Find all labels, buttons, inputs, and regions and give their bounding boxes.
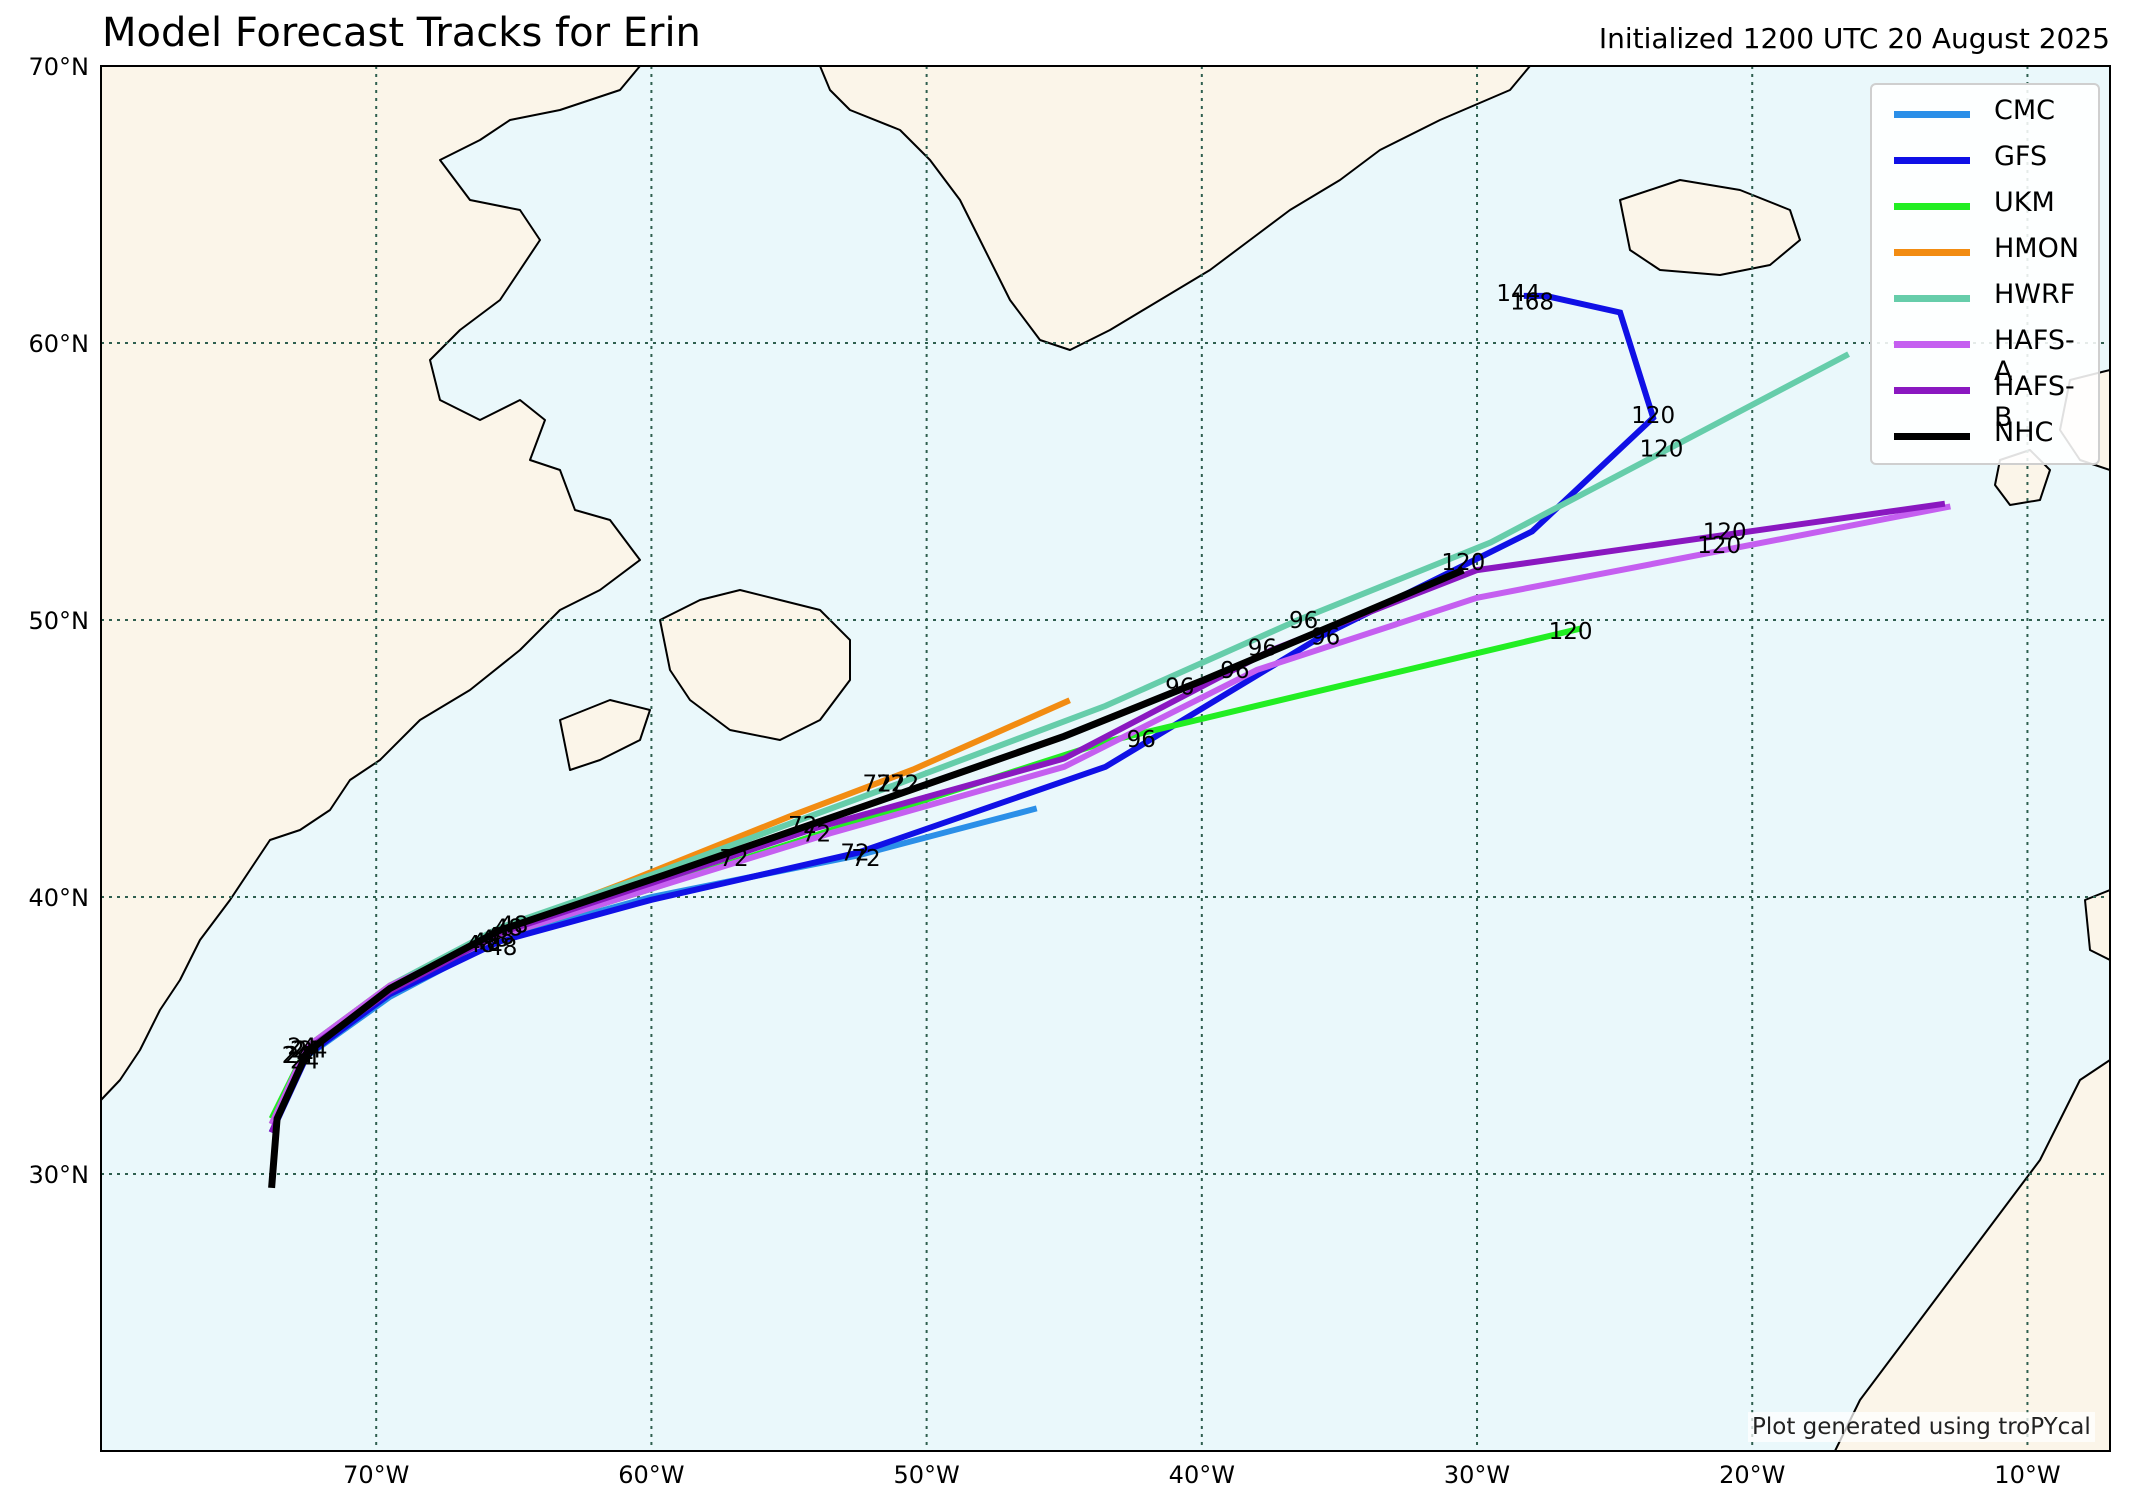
forecast-hour-label: 24 [282, 1043, 311, 1069]
forecast-hour-label: 48 [499, 913, 528, 939]
legend-label: HAFS-B [1994, 371, 2075, 433]
north-america-land [101, 66, 641, 1101]
forecast-hour-label: 144 [1496, 281, 1540, 307]
legend-label: HWRF [1994, 279, 2076, 310]
forecast-tracks [268, 292, 1951, 1189]
legend-swatch [1894, 433, 1970, 440]
legend-item-gfs: GFS [1886, 139, 2086, 179]
land-masses [101, 66, 2110, 1451]
legend-swatch [1894, 387, 1970, 394]
forecast-hour-label: 96 [1165, 674, 1194, 700]
forecast-hour-label: 120 [1697, 533, 1741, 559]
greenland-land [819, 66, 1531, 351]
lon-tick-label: 30°W [1444, 1461, 1510, 1489]
forecast-hour-label: 120 [1441, 550, 1485, 576]
legend-item-ukm: UKM [1886, 185, 2086, 225]
africa-land [1834, 1059, 2110, 1451]
forecast-hour-label: 48 [485, 924, 514, 950]
lon-tick-label: 10°W [1994, 1461, 2060, 1489]
lon-tick-label: 70°W [343, 1461, 409, 1489]
map-title: Model Forecast Tracks for Erin [102, 10, 701, 56]
legend-item-hafs-b: HAFS-B [1886, 369, 2086, 433]
legend-item-hafs-a: HAFS-A [1886, 323, 2086, 387]
legend-label: GFS [1994, 141, 2048, 172]
lon-tick-label: 20°W [1719, 1461, 1785, 1489]
map-gridlines [101, 66, 2110, 1451]
legend-item-nhc: NHC [1886, 415, 2086, 455]
legend-swatch [1894, 157, 1970, 164]
legend-swatch [1894, 249, 1970, 256]
lon-tick-label: 40°W [1169, 1461, 1235, 1489]
forecast-hour-label: 48 [466, 932, 495, 958]
forecast-hour-label: 24 [287, 1035, 316, 1061]
credit-text: Plot generated using troPYcal [1748, 1412, 2095, 1442]
forecast-hour-label: 72 [862, 771, 891, 797]
map-subtitle: Initialized 1200 UTC 20 August 2025 [1598, 22, 2110, 55]
forecast-hour-label: 48 [494, 915, 523, 941]
legend-swatch [1894, 203, 1970, 210]
forecast-hour-label: 72 [719, 846, 748, 872]
forecast-hour-label: 120 [1703, 519, 1747, 545]
legend-swatch [1894, 341, 1970, 348]
forecast-hour-label: 72 [851, 846, 880, 872]
forecast-hour-label: 168 [1510, 289, 1554, 315]
forecast-hour-label: 96 [1311, 625, 1340, 651]
forecast-hour-label: 24 [290, 1037, 319, 1063]
legend-item-hwrf: HWRF [1886, 277, 2086, 317]
axis-tick-labels: 70°W 60°W 50°W 40°W 30°W 20°W 10°W 70°N 60°N 50°N… [29, 53, 2061, 1489]
newfoundland-land [659, 589, 851, 741]
forecast-hour-label: 72 [840, 841, 869, 867]
forecast-hour-label: 72 [802, 821, 831, 847]
track-nhc [268, 566, 1465, 1189]
lat-tick-label: 60°N [29, 330, 90, 358]
legend-item-hmon: HMON [1886, 231, 2086, 271]
forecast-hour-label: 72 [788, 813, 817, 839]
forecast-hour-label: 120 [1631, 403, 1675, 429]
forecast-hour-label: 48 [488, 935, 517, 961]
lon-tick-label: 50°W [893, 1461, 959, 1489]
forecast-hour-label: 48 [480, 927, 509, 953]
lat-tick-label: 30°N [29, 1161, 90, 1189]
forecast-hour-label: 96 [1127, 727, 1156, 753]
forecast-hour-label: 24 [298, 1037, 327, 1063]
legend-swatch [1894, 295, 1970, 302]
forecast-hour-label: 96 [1248, 636, 1277, 662]
lat-tick-label: 50°N [29, 607, 90, 635]
forecast-hour-label: 120 [1639, 436, 1683, 462]
legend-label: NHC [1994, 417, 2054, 448]
forecast-hour-label: 24 [290, 1048, 319, 1074]
forecast-hour-label: 72 [890, 771, 919, 797]
forecast-hour-label: 48 [472, 929, 501, 955]
forecast-hour-label: 24 [285, 1043, 314, 1069]
legend-label: CMC [1994, 95, 2056, 126]
iceland-land [1619, 179, 1801, 276]
lon-tick-label: 60°W [618, 1461, 684, 1489]
lat-tick-label: 40°N [29, 884, 90, 912]
map-frame [100, 65, 2111, 1452]
forecast-hour-label: 72 [876, 771, 905, 797]
forecast-hour-label: 96 [1289, 608, 1318, 634]
legend-item-cmc: CMC [1886, 93, 2086, 133]
legend-label: UKM [1994, 187, 2055, 218]
nova-scotia-land [559, 699, 651, 771]
forecast-hour-label: 24 [293, 1037, 322, 1063]
legend-label: HAFS-A [1994, 325, 2075, 387]
iberia-land [2084, 889, 2110, 961]
forecast-hour-label: 120 [1549, 619, 1593, 645]
legend: CMC GFS UKM HMON HWRF HAFS-A HAFS-B NHC [1870, 83, 2100, 465]
legend-label: HMON [1994, 233, 2080, 264]
forecast-hour-label: 96 [1220, 658, 1249, 684]
lat-tick-label: 70°N [29, 53, 90, 81]
legend-swatch [1894, 111, 1970, 118]
